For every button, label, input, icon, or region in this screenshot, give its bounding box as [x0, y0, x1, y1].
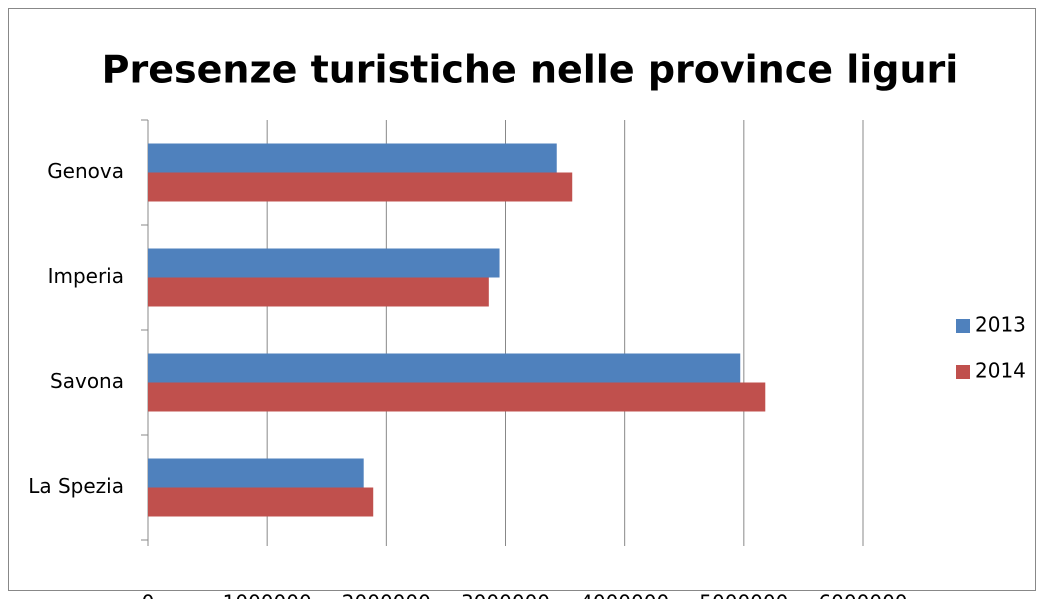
y-tick-label: La Spezia	[28, 474, 124, 498]
legend-label: 2014	[975, 359, 1026, 383]
x-tick-label: 0	[142, 591, 155, 599]
x-tick-label: 4000000	[580, 591, 669, 599]
x-tick-label: 6000000	[818, 591, 907, 599]
bar	[148, 353, 741, 383]
x-tick-label: 5000000	[699, 591, 788, 599]
legend-swatch	[956, 365, 970, 379]
bar	[148, 458, 364, 488]
bar	[148, 143, 557, 173]
bar	[148, 172, 573, 202]
x-tick-label: 3000000	[461, 591, 550, 599]
bar	[148, 487, 374, 517]
chart-title: Presenze turistiche nelle province ligur…	[102, 48, 959, 92]
bar	[148, 382, 766, 412]
bar	[148, 248, 500, 278]
y-tick-label: Genova	[47, 159, 124, 183]
legend-label: 2013	[975, 313, 1026, 337]
y-tick-label: Savona	[50, 369, 124, 393]
x-tick-label: 1000000	[223, 591, 312, 599]
legend-swatch	[956, 319, 970, 333]
y-tick-label: Imperia	[48, 264, 124, 288]
bar	[148, 277, 489, 307]
x-tick-label: 2000000	[342, 591, 431, 599]
